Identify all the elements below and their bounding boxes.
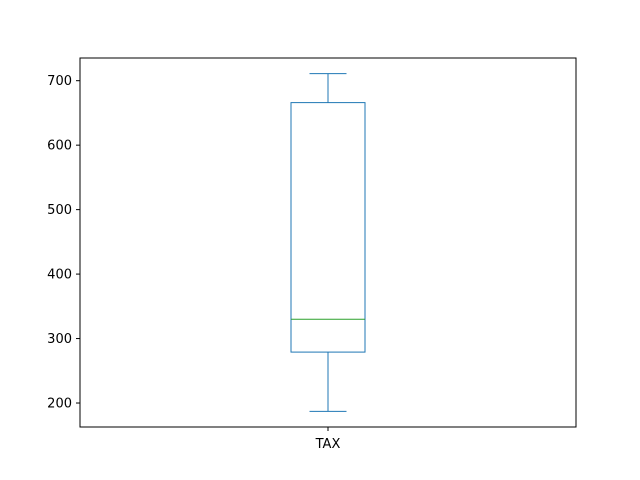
y-tick-label: 400 <box>47 268 72 283</box>
y-tick-label: 500 <box>47 203 72 218</box>
box-plot-series <box>290 73 366 412</box>
y-tick-label: 600 <box>47 139 72 154</box>
x-tick-label: TAX <box>315 437 341 452</box>
x-axis-ticks: TAX <box>315 427 341 452</box>
y-tick-label: 200 <box>47 397 72 412</box>
y-tick-label: 300 <box>47 332 72 347</box>
y-axis-ticks: 200 300 400 500 600 700 <box>47 74 80 412</box>
y-tick-label: 700 <box>47 74 72 89</box>
interquartile-box <box>290 102 366 353</box>
